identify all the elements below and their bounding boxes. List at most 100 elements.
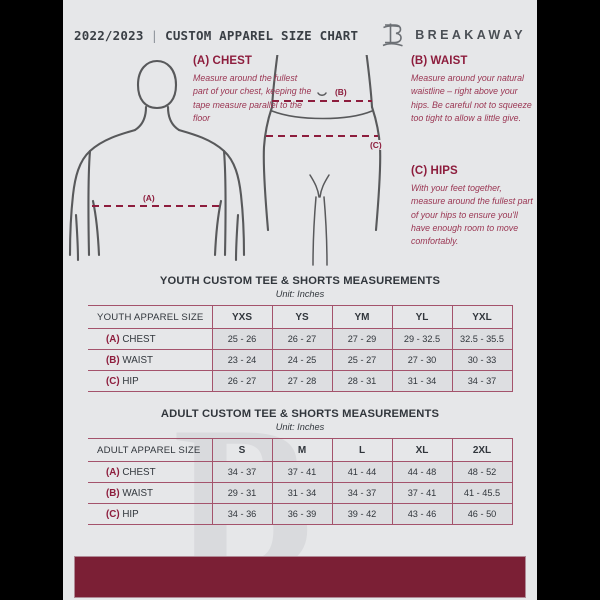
youth-row-2-label: (C) HIP	[88, 370, 212, 392]
breakaway-b-monogram-icon	[380, 21, 406, 49]
adult-r0-c0: 34 - 37	[211, 461, 273, 483]
adult-col-3: XL	[391, 438, 453, 462]
callout-chest-heading: (A) CHEST	[193, 55, 253, 67]
adult-measurements-table: ADULT APPAREL SIZE S M L XL 2XL (A) CHES…	[88, 438, 513, 525]
waist-line-label: (B)	[333, 87, 349, 97]
callout-chest-body: Measure around the fullest part of your …	[193, 73, 312, 124]
table-row: (A) CHEST 25 - 26 26 - 27 27 - 29 29 - 3…	[88, 328, 513, 350]
adult-row-1-label: (B) WAIST	[88, 482, 212, 504]
callout-chest: (A) CHEST Measure around the fullest par…	[193, 55, 313, 125]
adult-size-header: ADULT APPAREL SIZE	[88, 438, 212, 462]
youth-r2-c2: 28 - 31	[331, 370, 393, 392]
adult-col-1: M	[271, 438, 333, 462]
adult-table-unit: Unit: Inches	[275, 422, 325, 432]
callout-hips: (C) HIPS With your feet together, measur…	[411, 165, 533, 249]
youth-row-0-label: (A) CHEST	[88, 328, 212, 350]
youth-r0-c4: 32.5 - 35.5	[451, 328, 513, 350]
youth-row-1-tag: (B)	[106, 354, 120, 366]
table-row: (B) WAIST 29 - 31 31 - 34 34 - 37 37 - 4…	[88, 482, 513, 504]
brand-name: BREAKAWAY	[415, 28, 526, 42]
adult-row-1-tag: (B)	[106, 487, 120, 499]
measurement-illustration: (A) (B) (C) (A) CHEST Measure around the…	[63, 55, 537, 270]
adult-row-2-name: HIP	[122, 508, 139, 520]
adult-row-0-name: CHEST	[122, 466, 156, 478]
youth-row-1-label: (B) WAIST	[88, 349, 212, 371]
youth-r2-c3: 31 - 34	[391, 370, 453, 392]
hips-line-label: (C)	[368, 140, 384, 150]
youth-measurements-table: YOUTH APPAREL SIZE YXS YS YM YL YXL (A) …	[88, 305, 513, 392]
adult-r0-c4: 48 - 52	[451, 461, 513, 483]
adult-r2-c2: 39 - 42	[331, 503, 393, 525]
youth-row-0-name: CHEST	[122, 333, 156, 345]
youth-r0-c0: 25 - 26	[211, 328, 273, 350]
adult-col-2: L	[331, 438, 393, 462]
callout-waist: (B) WAIST Measure around your natural wa…	[411, 55, 533, 125]
table-row: (C) HIP 34 - 36 36 - 39 39 - 42 43 - 46 …	[88, 503, 513, 525]
table-row: (B) WAIST 23 - 24 24 - 25 25 - 27 27 - 3…	[88, 349, 513, 371]
youth-r0-c3: 29 - 32.5	[391, 328, 453, 350]
header-separator: |	[150, 27, 159, 43]
page-header: 2022/2023 | CUSTOM APPAREL SIZE CHART BR…	[63, 18, 537, 52]
adult-r1-c1: 31 - 34	[271, 482, 333, 504]
measurement-guide-lines	[92, 100, 378, 207]
youth-r2-c4: 34 - 37	[451, 370, 513, 392]
table-row: (C) HIP 26 - 27 27 - 28 28 - 31 31 - 34 …	[88, 370, 513, 392]
brand-lockup: BREAKAWAY	[380, 21, 526, 49]
letterbox-left	[0, 0, 63, 600]
adult-table-title: ADULT CUSTOM TEE & SHORTS MEASUREMENTS	[160, 408, 440, 420]
youth-col-0: YXS	[211, 305, 273, 329]
letterbox-right	[537, 0, 600, 600]
callout-hips-body: With your feet together, measure around …	[411, 183, 533, 247]
callout-waist-heading: (B) WAIST	[411, 55, 468, 67]
youth-r1-c1: 24 - 25	[271, 349, 333, 371]
adult-row-2-tag: (C)	[106, 508, 120, 520]
youth-row-2-name: HIP	[122, 375, 139, 387]
youth-table-unit: Unit: Inches	[275, 289, 325, 299]
adult-row-0-tag: (A)	[106, 466, 120, 478]
youth-measurements-block: YOUTH CUSTOM TEE & SHORTS MEASUREMENTS U…	[88, 275, 513, 392]
youth-r1-c4: 30 - 33	[451, 349, 513, 371]
youth-col-1: YS	[271, 305, 333, 329]
adult-r2-c1: 36 - 39	[271, 503, 333, 525]
callout-hips-heading: (C) HIPS	[411, 165, 458, 177]
adult-r0-c3: 44 - 48	[391, 461, 453, 483]
adult-r1-c4: 41 - 45.5	[451, 482, 513, 504]
adult-r2-c3: 43 - 46	[391, 503, 453, 525]
adult-r0-c2: 41 - 44	[331, 461, 393, 483]
callout-waist-body: Measure around your natural waistline – …	[411, 73, 532, 124]
youth-r2-c1: 27 - 28	[271, 370, 333, 392]
adult-r1-c2: 34 - 37	[331, 482, 393, 504]
adult-row-2-label: (C) HIP	[88, 503, 212, 525]
youth-row-2-tag: (C)	[106, 375, 120, 387]
youth-table-title: YOUTH CUSTOM TEE & SHORTS MEASUREMENTS	[159, 275, 441, 287]
table-row: (A) CHEST 34 - 37 37 - 41 41 - 44 44 - 4…	[88, 461, 513, 483]
youth-row-1-name: WAIST	[122, 354, 154, 366]
youth-table-header-row: YOUTH APPAREL SIZE YXS YS YM YL YXL	[88, 305, 513, 329]
youth-col-2: YM	[331, 305, 393, 329]
youth-r1-c0: 23 - 24	[211, 349, 273, 371]
page-title: CUSTOM APPAREL SIZE CHART	[165, 27, 359, 43]
youth-r2-c0: 26 - 27	[211, 370, 273, 392]
adult-measurements-block: ADULT CUSTOM TEE & SHORTS MEASUREMENTS U…	[88, 408, 513, 525]
youth-size-header: YOUTH APPAREL SIZE	[88, 305, 212, 329]
adult-r1-c0: 29 - 31	[211, 482, 273, 504]
youth-r1-c2: 25 - 27	[331, 349, 393, 371]
adult-r1-c3: 37 - 41	[391, 482, 453, 504]
adult-r2-c0: 34 - 36	[211, 503, 273, 525]
chart-sheet: B 2022/2023 | CUSTOM APPAREL SIZE CHART	[63, 0, 537, 600]
youth-r0-c1: 26 - 27	[271, 328, 333, 350]
adult-table-header-row: ADULT APPAREL SIZE S M L XL 2XL	[88, 438, 513, 462]
youth-col-4: YXL	[451, 305, 513, 329]
male-torso-front-figure-icon	[68, 59, 246, 262]
header-season: 2022/2023	[74, 27, 144, 43]
adult-row-0-label: (A) CHEST	[88, 461, 212, 483]
youth-r0-c2: 27 - 29	[331, 328, 393, 350]
adult-col-0: S	[211, 438, 273, 462]
youth-col-3: YL	[391, 305, 453, 329]
youth-row-0-tag: (A)	[106, 333, 120, 345]
adult-r2-c4: 46 - 50	[451, 503, 513, 525]
adult-r0-c1: 37 - 41	[271, 461, 333, 483]
footer-bar	[74, 556, 526, 598]
youth-r1-c3: 27 - 30	[391, 349, 453, 371]
